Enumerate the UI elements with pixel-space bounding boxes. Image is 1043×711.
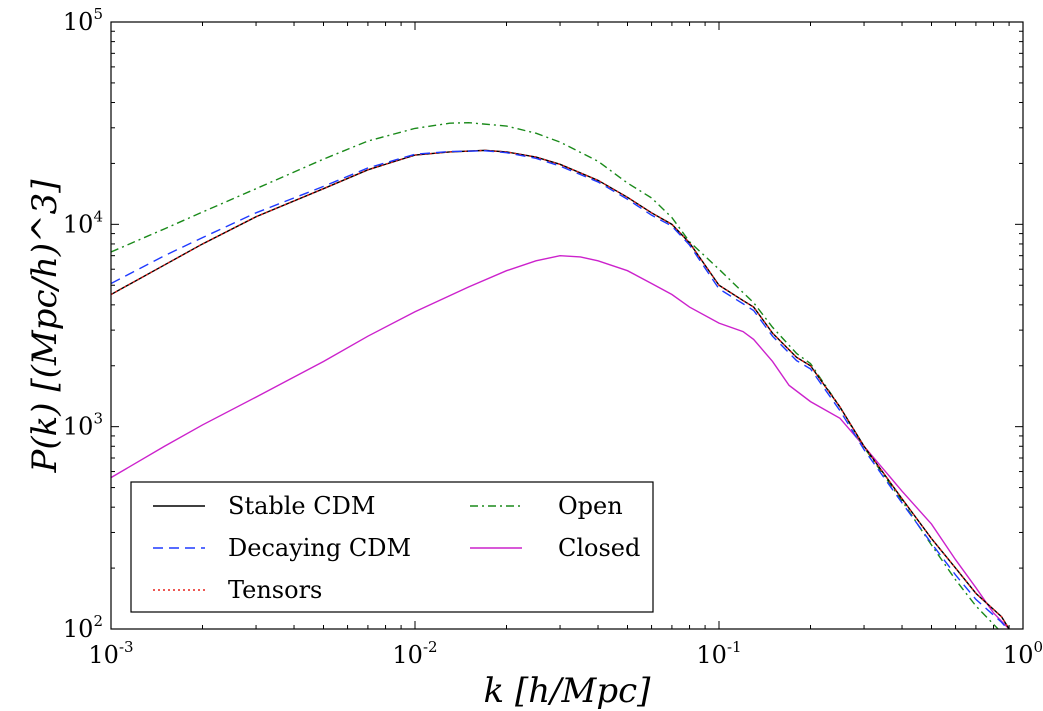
series-line-tensors <box>111 149 1010 629</box>
series-line-decaying-cdm <box>111 150 1009 629</box>
x-tick-label: 100 <box>1003 638 1043 669</box>
legend-frame <box>130 481 654 613</box>
legend-label-decaying-cdm: Decaying CDM <box>228 534 411 562</box>
legend-label-closed: Closed <box>558 534 640 562</box>
y-tick-label: 102 <box>63 612 103 643</box>
x-axis-label: k [h/Mpc] <box>484 671 652 711</box>
legend-label-stable-cdm: Stable CDM <box>228 492 375 520</box>
series-line-open <box>111 121 1000 629</box>
legend-label-open: Open <box>558 492 623 520</box>
x-tick-label: 10-1 <box>696 638 741 669</box>
y-tick-label: 104 <box>63 207 103 238</box>
series-layer <box>111 121 1010 629</box>
y-tick-label: 103 <box>63 410 103 441</box>
y-axis-label: P(k) [(Mpc/h)^3] <box>25 179 65 474</box>
y-tick-label: 105 <box>63 5 103 36</box>
legend-label-tensors: Tensors <box>228 576 322 604</box>
plot-frame <box>110 21 1024 630</box>
x-tick-label: 10-3 <box>88 638 133 669</box>
x-tick-label: 10-2 <box>392 638 437 669</box>
series-line-closed <box>111 254 1010 629</box>
legend: Stable CDM Decaying CDM Tensors Open Closed <box>130 481 654 613</box>
